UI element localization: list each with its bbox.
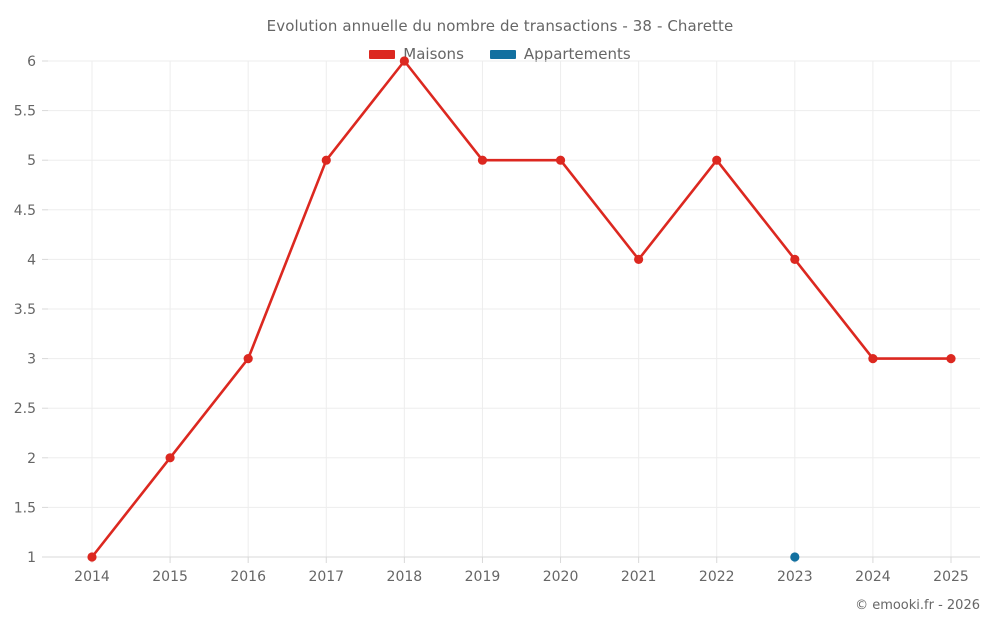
- legend-item-appartements[interactable]: Appartements: [489, 45, 631, 63]
- data-point-maisons[interactable]: [321, 155, 331, 165]
- legend-swatch-maisons: [369, 49, 396, 59]
- y-axis-tick-label: 1: [27, 550, 36, 566]
- x-axis-tick-label: 2021: [621, 569, 657, 585]
- series-line-maisons: [90, 59, 953, 559]
- x-axis-tick-label: 2024: [855, 569, 891, 585]
- data-point-maisons[interactable]: [165, 453, 175, 463]
- x-axis-tick-label: 2019: [465, 569, 501, 585]
- data-point-maisons[interactable]: [946, 354, 956, 364]
- x-axis-tick-label: 2023: [777, 569, 813, 585]
- x-axis-tick-label: 2017: [308, 569, 344, 585]
- data-point-maisons[interactable]: [243, 354, 253, 364]
- data-point-maisons[interactable]: [868, 354, 878, 364]
- data-point-maisons[interactable]: [399, 56, 409, 66]
- data-point-maisons[interactable]: [712, 155, 722, 165]
- x-axis-tick-label: 2018: [387, 569, 423, 585]
- y-axis-tick-label: 3.5: [14, 302, 36, 318]
- chart-legend: Maisons Appartements: [0, 45, 1000, 63]
- y-axis-tick-label: 1.5: [14, 500, 36, 516]
- footer-credit: © emooki.fr - 2026: [855, 598, 980, 613]
- data-point-maisons[interactable]: [87, 552, 97, 562]
- x-axis-tick-label: 2015: [152, 569, 188, 585]
- y-axis-tick-label: 5: [27, 153, 36, 169]
- data-point-maisons[interactable]: [477, 155, 488, 165]
- legend-label-maisons: Maisons: [403, 45, 464, 63]
- x-axis-tick-label: 2020: [543, 569, 579, 585]
- y-axis-tick-label: 6: [27, 54, 36, 70]
- y-axis-tick-label: 3: [27, 352, 36, 368]
- x-axis-tick-label: 2022: [699, 569, 735, 585]
- data-point-appartements[interactable]: [790, 552, 800, 562]
- y-axis-tick-label: 2: [27, 451, 36, 467]
- legend-swatch-appartements: [489, 49, 516, 59]
- x-axis-tick-label: 2014: [74, 569, 110, 585]
- y-axis-tick-label: 4.5: [14, 203, 36, 219]
- x-axis-tick-label: 2025: [933, 569, 969, 585]
- data-point-maisons[interactable]: [634, 254, 644, 264]
- chart-title: Evolution annuelle du nombre de transact…: [266, 17, 734, 35]
- y-axis-tick-label: 2.5: [14, 401, 36, 417]
- legend-label-appartements: Appartements: [523, 45, 631, 63]
- y-axis-tick-label: 4: [27, 252, 36, 268]
- y-axis-tick-label: 5.5: [14, 104, 36, 120]
- data-point-maisons[interactable]: [555, 155, 566, 165]
- x-axis-tick-label: 2016: [230, 569, 266, 585]
- data-point-maisons[interactable]: [790, 254, 800, 264]
- legend-item-maisons[interactable]: Maisons: [369, 45, 464, 63]
